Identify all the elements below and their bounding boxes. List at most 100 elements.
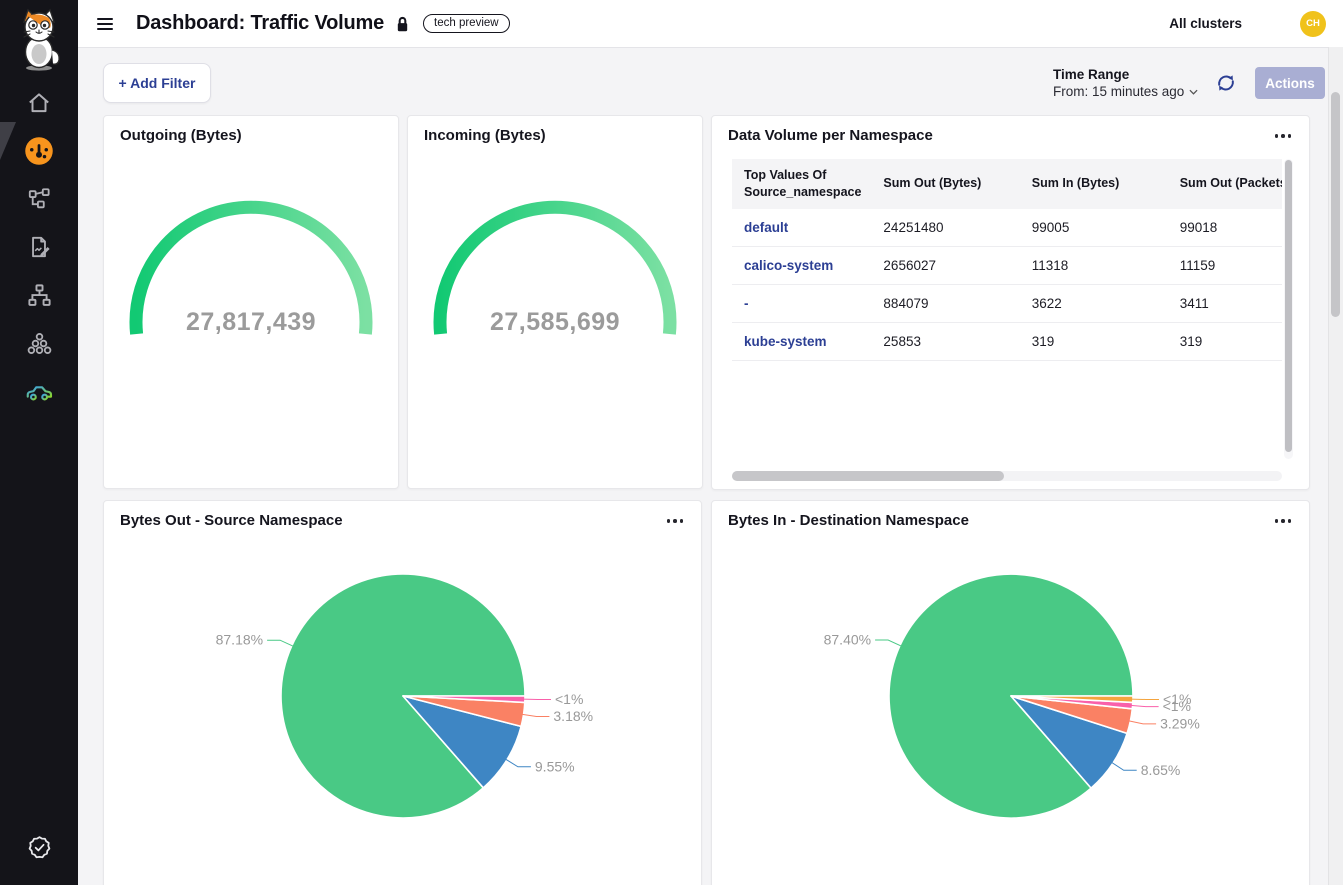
column-header[interactable]: Top Values Of Source_namespace bbox=[732, 159, 872, 209]
card-title: Outgoing (Bytes) bbox=[120, 127, 242, 144]
car-icon bbox=[26, 386, 53, 401]
sidebar-item-service-graph[interactable] bbox=[0, 175, 78, 223]
card-title: Bytes Out - Source Namespace bbox=[120, 512, 343, 529]
card-title: Data Volume per Namespace bbox=[728, 127, 933, 144]
value-cell: 25853 bbox=[871, 322, 1020, 361]
table-horizontal-scrollbar[interactable] bbox=[732, 471, 1282, 481]
sidebar bbox=[0, 0, 78, 885]
cluster-circles-icon bbox=[27, 332, 51, 354]
namespace-link[interactable]: default bbox=[744, 219, 789, 235]
pie-percent-label: 87.18% bbox=[216, 632, 263, 648]
sidebar-item-clusters[interactable] bbox=[0, 319, 78, 367]
cluster-selector[interactable]: All clusters bbox=[1169, 16, 1242, 31]
pie-percent-label: 9.55% bbox=[535, 758, 575, 774]
gauge-arc bbox=[129, 200, 373, 335]
sidebar-item-dashboards[interactable] bbox=[0, 127, 78, 175]
value-cell: 2656027 bbox=[871, 246, 1020, 285]
card-bytes-in-pie: Bytes In - Destination Namespace 87.40% 8… bbox=[711, 500, 1310, 885]
pie-label-leader bbox=[1130, 704, 1159, 708]
table-row: default 24251480 99005 99018 bbox=[732, 208, 1282, 247]
lock-icon bbox=[395, 15, 410, 33]
namespace-cell: calico-system bbox=[732, 246, 872, 285]
pie-percent-label: 3.29% bbox=[1160, 715, 1200, 731]
table-row: kube-system 25853 319 319 bbox=[732, 322, 1282, 361]
pie-percent-label: <1% bbox=[555, 691, 583, 707]
home-icon bbox=[29, 93, 49, 113]
value-cell: 319 bbox=[1019, 322, 1168, 361]
value-cell: 24251480 bbox=[871, 208, 1020, 247]
scrollbar-thumb[interactable] bbox=[1331, 92, 1340, 317]
calico-cat-logo[interactable] bbox=[10, 8, 68, 72]
gauge-value: 27,585,699 bbox=[490, 308, 620, 336]
pie-percent-label: <1% bbox=[1163, 698, 1191, 714]
namespace-cell: default bbox=[732, 208, 872, 247]
value-cell: 99018 bbox=[1167, 208, 1282, 247]
chevron-down-icon bbox=[1189, 90, 1198, 96]
value-cell: 11318 bbox=[1019, 246, 1168, 285]
report-edit-icon bbox=[32, 236, 50, 258]
refresh-button[interactable] bbox=[1213, 71, 1239, 97]
card-menu-dots-icon[interactable] bbox=[1274, 519, 1291, 523]
card-outgoing-bytes: Outgoing (Bytes) 27,817,439 bbox=[103, 115, 399, 489]
card-menu-dots-icon[interactable] bbox=[666, 519, 683, 523]
top-bar: Dashboard: Traffic Volume tech preview A… bbox=[78, 0, 1343, 48]
column-header[interactable]: Sum In (Bytes) bbox=[1019, 159, 1168, 209]
column-header[interactable]: Sum Out (Packets) bbox=[1167, 159, 1282, 209]
verified-check-badge-icon bbox=[28, 835, 50, 858]
pie-label-leader bbox=[267, 639, 294, 647]
scrollbar-thumb[interactable] bbox=[732, 471, 1004, 481]
card-data-volume-table: Data Volume per Namespace Top Values Of … bbox=[711, 115, 1310, 490]
column-header[interactable]: Sum Out (Bytes) bbox=[871, 159, 1020, 209]
pie-label-leader bbox=[521, 713, 550, 717]
value-cell: 3622 bbox=[1019, 284, 1168, 323]
card-menu-dots-icon[interactable] bbox=[1274, 134, 1291, 138]
pie-label-leader bbox=[1128, 720, 1157, 725]
value-cell: 319 bbox=[1167, 322, 1282, 361]
time-range-value[interactable]: From: 15 minutes ago bbox=[1053, 84, 1198, 101]
table-vertical-scrollbar[interactable] bbox=[1284, 159, 1293, 459]
refresh-icon bbox=[1218, 74, 1234, 91]
namespace-cell: kube-system bbox=[732, 322, 872, 361]
sidebar-item-network-topology[interactable] bbox=[0, 271, 78, 319]
value-cell: 884079 bbox=[871, 284, 1020, 323]
card-incoming-bytes: Incoming (Bytes) 27,585,699 bbox=[407, 115, 703, 489]
hamburger-menu-icon[interactable] bbox=[95, 14, 115, 34]
card-bytes-out-pie: Bytes Out - Source Namespace 87.18% 9.55%… bbox=[103, 500, 702, 885]
pie-percent-label: 87.40% bbox=[824, 632, 871, 648]
dashboard-gauge-icon bbox=[25, 137, 53, 165]
pie-label-leader bbox=[1110, 761, 1137, 771]
namespace-link[interactable]: - bbox=[744, 295, 749, 311]
sidebar-item-reports[interactable] bbox=[0, 223, 78, 271]
outgoing-gauge-chart: 27,817,439 bbox=[129, 200, 373, 336]
service-graph-icon bbox=[28, 188, 50, 209]
namespace-table: Top Values Of Source_namespace Sum Out (… bbox=[732, 159, 1282, 459]
page-title: Dashboard: Traffic Volume bbox=[136, 12, 385, 34]
gauge-arc bbox=[433, 200, 677, 335]
pie-percent-label: 8.65% bbox=[1141, 762, 1181, 778]
tech-preview-badge: tech preview bbox=[423, 14, 510, 33]
card-title: Incoming (Bytes) bbox=[424, 127, 546, 144]
page-vertical-scrollbar[interactable] bbox=[1328, 47, 1343, 885]
dashboard-content: + Add Filter Time Range From: 15 minutes… bbox=[78, 47, 1343, 885]
scrollbar-thumb[interactable] bbox=[1285, 160, 1292, 452]
table-header-row: Top Values Of Source_namespace Sum Out (… bbox=[732, 159, 1282, 209]
add-filter-button[interactable]: + Add Filter bbox=[103, 63, 211, 103]
time-range-label: Time Range bbox=[1053, 67, 1130, 82]
actions-button[interactable]: Actions bbox=[1255, 67, 1325, 99]
value-cell: 3411 bbox=[1167, 284, 1282, 323]
namespace-link[interactable]: kube-system bbox=[744, 333, 827, 349]
namespace-link[interactable]: calico-system bbox=[744, 257, 834, 273]
bytes-in-pie-chart: 87.40%8.65%3.29%<1%<1% bbox=[824, 573, 1200, 819]
active-nav-notch bbox=[0, 122, 16, 160]
gauge-value: 27,817,439 bbox=[186, 308, 316, 336]
value-cell: 99005 bbox=[1019, 208, 1168, 247]
network-topology-icon bbox=[27, 283, 51, 306]
pie-percent-label: <1% bbox=[1163, 691, 1191, 707]
avatar[interactable]: CH bbox=[1300, 10, 1326, 37]
sidebar-item-verified[interactable] bbox=[0, 823, 78, 871]
pie-percent-label: 3.18% bbox=[553, 708, 593, 724]
sidebar-item-home[interactable] bbox=[0, 79, 78, 127]
sidebar-item-vehicle[interactable] bbox=[0, 367, 78, 415]
table-row: calico-system 2656027 11318 11159 bbox=[732, 246, 1282, 285]
